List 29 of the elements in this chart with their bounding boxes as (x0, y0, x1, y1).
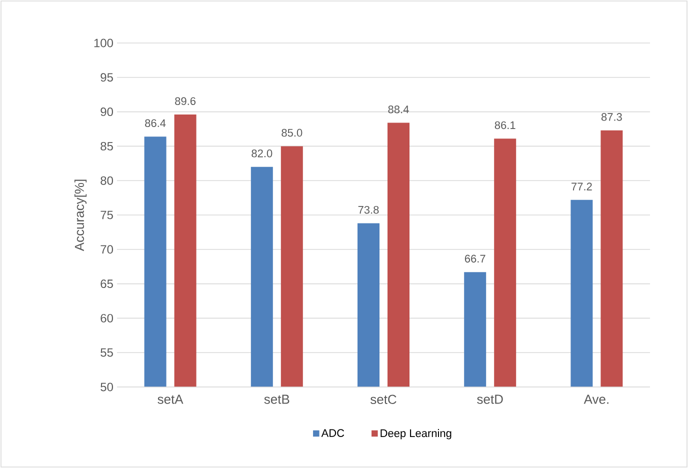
x-tick-label: setB (264, 394, 290, 404)
x-tick-label: setA (158, 394, 184, 404)
y-tick-label: 80 (100, 176, 114, 185)
y-tick-label: 50 (100, 382, 114, 392)
y-tick-label: 90 (100, 108, 114, 116)
data-label: 85.0 (282, 128, 302, 137)
x-tick-label: Ave. (584, 394, 608, 404)
data-label: 89.6 (175, 97, 196, 106)
y-tick-label: 95 (100, 73, 113, 82)
data-label: 77.2 (572, 182, 592, 190)
legend-label: ADC (321, 429, 344, 437)
data-label: 88.4 (388, 105, 409, 114)
y-tick-label: 85 (100, 142, 113, 150)
y-axis-title: Accuracy[%] (74, 180, 87, 252)
data-label: 87.3 (601, 113, 622, 121)
y-tick-label: 70 (100, 245, 114, 254)
data-label: 82.0 (252, 150, 272, 158)
data-label: 73.8 (358, 206, 379, 214)
y-tick-label: 100 (94, 38, 114, 48)
y-tick-label: 65 (100, 280, 113, 288)
data-label: 86.4 (145, 119, 166, 128)
y-tick-label: 75 (100, 210, 113, 220)
x-tick-label: setC (370, 394, 396, 404)
x-tick-label: setD (477, 394, 503, 404)
legend-label: Deep Learning (380, 429, 452, 440)
data-label: 66.7 (464, 254, 486, 263)
y-tick-label: 55 (100, 348, 113, 357)
y-tick-label: 60 (100, 314, 114, 322)
data-label: 86.1 (494, 121, 516, 130)
